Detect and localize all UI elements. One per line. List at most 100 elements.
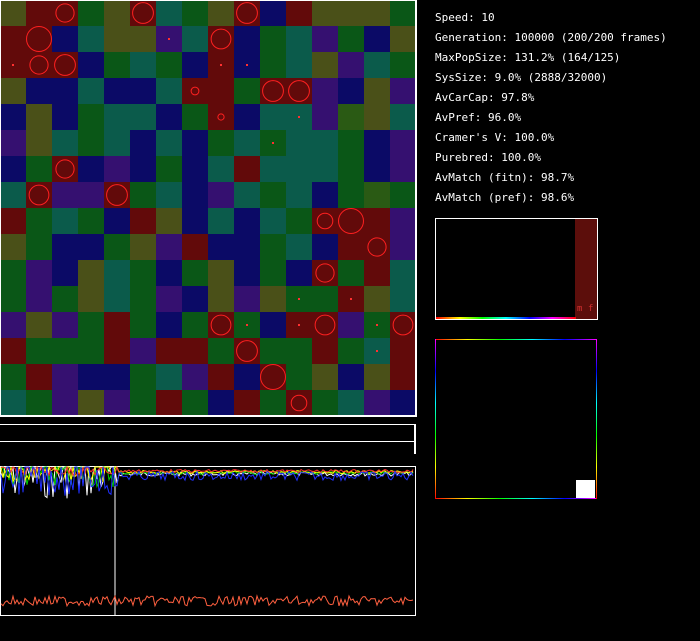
- preference-map-panel: [435, 339, 597, 499]
- population-dot: [220, 64, 222, 66]
- grid-cell: [390, 26, 416, 53]
- grid-cell: [208, 260, 235, 287]
- grid-cell: [390, 286, 416, 313]
- grid-cell: [286, 26, 313, 53]
- population-cell: [130, 0, 156, 26]
- grid-cell: [390, 130, 416, 157]
- grid-cell: [156, 234, 183, 261]
- grid-cell: [338, 364, 365, 391]
- grid-cell: [130, 364, 157, 391]
- population-circle: [262, 80, 284, 102]
- grid-cell: [364, 286, 391, 313]
- grid-cell: [182, 156, 209, 183]
- grid-cell: [156, 390, 183, 416]
- grid-cell: [234, 156, 261, 183]
- grid-cell: [52, 364, 79, 391]
- grid-cell: [338, 234, 365, 261]
- grid-cell: [156, 156, 183, 183]
- grid-cell: [0, 286, 27, 313]
- grid-cell: [364, 208, 391, 235]
- grid-cell: [260, 208, 287, 235]
- grid-cell: [208, 156, 235, 183]
- grid-cell: [364, 52, 391, 79]
- grid-cell: [208, 234, 235, 261]
- grid-cell: [156, 208, 183, 235]
- grid-cell: [78, 78, 105, 105]
- grid-cell: [130, 208, 157, 235]
- stat-sys-size: SysSize: 9.0% (2888/32000): [435, 71, 608, 84]
- population-circle: [106, 184, 128, 206]
- grid-cell: [26, 104, 53, 131]
- grid-cell: [104, 0, 131, 27]
- grid-cell: [0, 390, 27, 416]
- grid-cell: [312, 286, 339, 313]
- grid-cell: [364, 130, 391, 157]
- grid-cell: [312, 234, 339, 261]
- stat-av-match-pref: AvMatch (pref): 98.6%: [435, 191, 575, 204]
- population-circle: [28, 184, 50, 206]
- grid-cell: [182, 52, 209, 79]
- grid-cell: [78, 104, 105, 131]
- history-trace-red: [1, 465, 414, 478]
- grid-cell: [52, 286, 79, 313]
- grid-cell: [208, 338, 235, 365]
- grid-cell: [312, 390, 339, 416]
- grid-cell: [26, 208, 53, 235]
- grid-cell: [52, 260, 79, 287]
- stats-panel: Speed: 10 Generation: 100000 (200/200 fr…: [435, 8, 667, 208]
- grid-cell: [390, 52, 416, 79]
- grid-cell: [286, 208, 313, 235]
- stat-generation: Generation: 100000 (200/200 frames): [435, 31, 667, 44]
- grid-cell: [104, 286, 131, 313]
- grid-cell: [286, 182, 313, 209]
- population-dot: [376, 350, 378, 352]
- population-circle: [338, 208, 364, 234]
- population-cell: [234, 338, 260, 364]
- grid-cell: [338, 260, 365, 287]
- population-dot: [298, 324, 300, 326]
- population-circle: [260, 364, 286, 390]
- grid-cell: [338, 312, 365, 339]
- grid-cell: [208, 390, 235, 416]
- pref-axis-left: [435, 339, 436, 499]
- population-circle: [132, 2, 154, 24]
- grid-cell: [390, 156, 416, 183]
- grid-cell: [156, 364, 183, 391]
- population-circle: [55, 159, 75, 179]
- grid-cell: [156, 0, 183, 27]
- population-dot: [298, 116, 300, 118]
- grid-cell: [182, 0, 209, 27]
- grid-cell: [26, 130, 53, 157]
- world-border: [0, 0, 416, 416]
- grid-cell: [364, 260, 391, 287]
- population-circle: [392, 314, 414, 336]
- grid-cell: [26, 312, 53, 339]
- grid-cell: [26, 0, 53, 27]
- grid-cell: [52, 78, 79, 105]
- population-cell: [286, 390, 312, 416]
- timeline-divider-bottom: [0, 441, 416, 442]
- grid-cell: [390, 260, 416, 287]
- grid-cell: [364, 156, 391, 183]
- grid-cell: [338, 26, 365, 53]
- grid-cell: [338, 390, 365, 416]
- preference-map-canvas: [435, 339, 597, 499]
- grid-cell: [286, 0, 313, 27]
- grid-cell: [312, 338, 339, 365]
- grid-cell: [104, 104, 131, 131]
- grid-cell: [0, 182, 27, 209]
- grid-cell: [182, 338, 209, 365]
- grid-cell: [182, 130, 209, 157]
- sex-ratio-bar: [575, 219, 597, 319]
- grid-cell: [390, 182, 416, 209]
- grid-cell: [312, 364, 339, 391]
- grid-cell: [78, 26, 105, 53]
- grid-cell: [286, 260, 313, 287]
- grid-cell: [78, 260, 105, 287]
- grid-cell: [260, 390, 287, 416]
- grid-cell: [0, 26, 27, 53]
- grid-cell: [234, 208, 261, 235]
- grid-cell: [234, 286, 261, 313]
- grid-cell: [182, 104, 209, 131]
- grid-cell: [156, 312, 183, 339]
